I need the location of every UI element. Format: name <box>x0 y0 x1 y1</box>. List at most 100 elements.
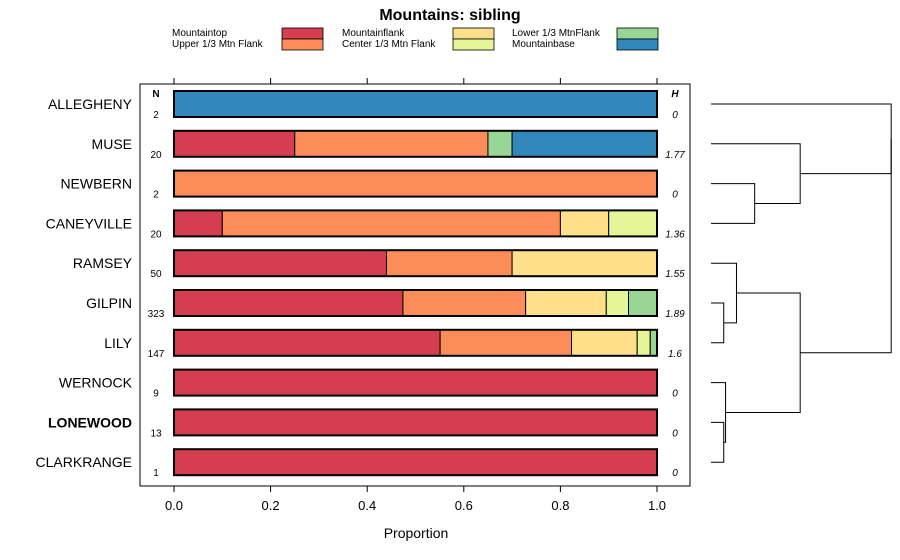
n-value: 1 <box>153 468 159 479</box>
category-label: CLARKRANGE <box>36 454 132 470</box>
legend-swatch <box>616 38 659 51</box>
n-value: 2 <box>153 190 159 201</box>
legend-label: Lower 1/3 MtnFlank <box>512 28 601 39</box>
category-label: GILPIN <box>86 295 132 311</box>
bar-row: ALLEGHENY 2 0 <box>48 90 678 121</box>
dendrogram-branch <box>711 302 725 344</box>
bar-row: LILY 147 1.6 <box>104 328 682 360</box>
h-value: 0 <box>672 389 678 400</box>
legend-label: Center 1/3 Mtn Flank <box>342 39 436 50</box>
bar-outline <box>173 249 658 278</box>
n-value: 147 <box>148 349 165 360</box>
bar-outline <box>173 408 658 437</box>
category-label: NEWBERN <box>60 176 132 192</box>
category-label: WERNOCK <box>59 375 133 391</box>
bar-segment <box>173 249 388 277</box>
n-value: 323 <box>148 309 165 320</box>
x-axis: 0.0 0.2 0.4 0.6 0.8 1.0 <box>165 78 666 513</box>
bar-segment <box>173 289 404 317</box>
bar-outline <box>173 289 658 317</box>
dendrogram-branch <box>800 138 892 354</box>
category-label: MUSE <box>92 136 132 152</box>
x-tick-label: 0.0 <box>165 498 183 513</box>
h-value: 0 <box>672 428 678 439</box>
category-label: RAMSEY <box>73 255 133 271</box>
bar-segment <box>487 130 513 158</box>
bar-outline <box>173 448 658 477</box>
bar-outline <box>173 209 658 238</box>
bar-segment <box>173 329 441 357</box>
dendrogram-branch <box>711 183 756 224</box>
h-value: 1.36 <box>665 229 685 240</box>
legend-swatch <box>452 27 495 40</box>
bar-row: LONEWOOD 13 0 <box>48 408 678 439</box>
bar-outline <box>173 169 658 198</box>
category-label: ALLEGHENY <box>48 96 133 112</box>
bar-segment <box>571 329 638 357</box>
bar-segment <box>173 130 296 158</box>
bar-segment <box>511 130 658 158</box>
legend-label: Mountainflank <box>342 28 405 39</box>
dendrogram-branch <box>711 143 801 204</box>
bar-segment <box>173 90 658 118</box>
h-value: 1.77 <box>665 150 685 161</box>
n-value: 50 <box>150 269 162 280</box>
dendrogram-branch <box>711 103 892 175</box>
bar-row: MUSE 20 1.77 <box>92 129 685 161</box>
bar-row: CANEYVILLE 20 1.36 <box>46 209 685 240</box>
bar-row: GILPIN 323 1.89 <box>86 289 685 320</box>
bar-segment <box>605 289 630 317</box>
bar-segment <box>636 329 651 357</box>
dendrogram <box>711 103 892 463</box>
category-label: CANEYVILLE <box>46 215 132 231</box>
category-label: LILY <box>104 335 132 351</box>
legend-label: Upper 1/3 Mtn Flank <box>172 39 264 50</box>
plot-frame <box>139 83 691 487</box>
bar-segment <box>402 289 527 317</box>
bar-row: CLARKRANGE 1 0 <box>36 448 678 479</box>
x-tick-label: 0.6 <box>455 498 473 513</box>
n-value: 9 <box>153 389 159 400</box>
x-tick-label: 0.4 <box>358 498 376 513</box>
h-column-header: H <box>671 89 679 100</box>
bar-segment <box>628 289 658 317</box>
x-tick-label: 0.8 <box>551 498 569 513</box>
bar-segment <box>173 170 658 198</box>
bar-segment <box>386 249 513 277</box>
bar-outline <box>173 368 658 397</box>
legend-swatch <box>281 38 324 51</box>
h-value: 1.55 <box>665 269 685 280</box>
legend-label: Mountaintop <box>172 28 227 39</box>
h-value: 1.89 <box>665 309 685 320</box>
category-label: LONEWOOD <box>48 414 132 430</box>
n-value: 20 <box>150 150 162 161</box>
bar-outline <box>173 90 658 118</box>
bar-outline <box>173 129 658 158</box>
bar-row: RAMSEY 50 1.55 <box>73 249 685 280</box>
legend-swatch <box>281 27 324 40</box>
bar-segment <box>221 209 561 237</box>
bar-segment <box>173 408 658 436</box>
h-value: 0 <box>672 468 678 479</box>
bar-segment <box>559 209 610 237</box>
bar-segment <box>173 209 223 237</box>
n-value: 13 <box>150 428 162 439</box>
x-tick-label: 0.2 <box>262 498 280 513</box>
bar-segment <box>439 329 573 357</box>
legend-label: Mountainbase <box>512 39 575 50</box>
n-value: 2 <box>153 110 159 121</box>
bar-row: NEWBERN 2 0 <box>60 169 678 201</box>
bar-row: WERNOCK 9 0 <box>59 368 678 400</box>
bar-outline <box>173 328 658 357</box>
bar-segment <box>173 369 658 397</box>
bar-segment <box>608 209 658 237</box>
legend-swatch <box>616 27 659 40</box>
h-value: 0 <box>672 190 678 201</box>
h-value: 0 <box>672 110 678 121</box>
bar-segment <box>649 329 658 357</box>
x-axis-label: Proportion <box>384 525 449 541</box>
bar-segment <box>511 249 658 277</box>
